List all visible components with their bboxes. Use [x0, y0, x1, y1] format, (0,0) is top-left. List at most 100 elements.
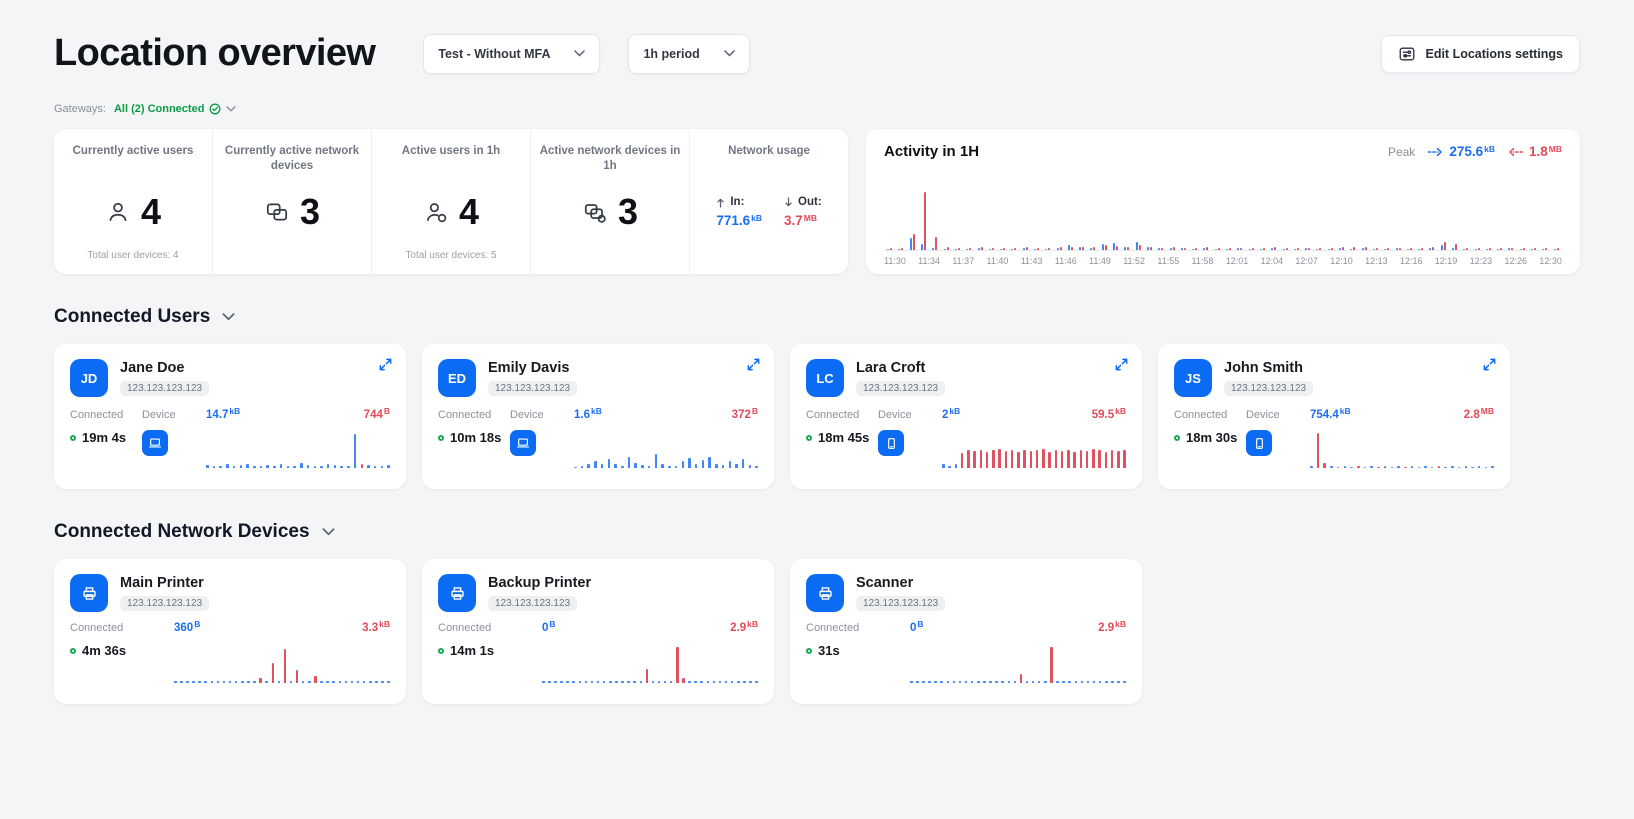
stat-label: Network usage — [728, 145, 810, 157]
ip-address: 123.123.123.123 — [856, 596, 946, 611]
user-card: ED Emily Davis 123.123.123.123 Connected… — [422, 344, 774, 489]
period-dropdown[interactable]: 1h period — [628, 33, 750, 74]
connected-duration: 18m 30s — [1186, 430, 1238, 445]
user-card: JS John Smith 123.123.123.123 Connected … — [1158, 344, 1510, 489]
out-traffic-unit: kB — [379, 619, 390, 629]
stats-card: Currently active users 4 Total user devi… — [54, 129, 848, 274]
device-name: Main Printer — [120, 575, 204, 591]
section-title: Connected Users — [54, 306, 211, 327]
out-traffic-value: 2.9 — [730, 622, 747, 634]
stat-network-usage: Network usage In: 771.6kB Out: — [690, 129, 848, 274]
status-dot — [70, 647, 76, 654]
stat-value: 4 — [458, 191, 480, 232]
chevron-down-icon[interactable] — [322, 528, 335, 536]
in-traffic-unit: B — [917, 619, 924, 629]
peak-out-value: 1.8 — [1528, 144, 1548, 159]
location-dropdown-value: Test - Without MFA — [438, 46, 551, 61]
user-card: LC Lara Croft 123.123.123.123 Connected … — [790, 344, 1142, 489]
device-name: Scanner — [856, 575, 914, 591]
stat-active-users-1h: Active users in 1h 4 Total user devices:… — [372, 129, 531, 274]
in-traffic-unit: B — [194, 619, 201, 629]
status-dot — [438, 434, 444, 441]
ip-address: 123.123.123.123 — [488, 596, 578, 611]
gateways-status-text: All (2) Connected — [113, 103, 205, 115]
edit-locations-label: Edit Locations settings — [1425, 46, 1563, 61]
out-traffic-value: 744 — [363, 409, 383, 421]
connected-duration: 31s — [818, 643, 840, 658]
edit-locations-button[interactable]: Edit Locations settings — [1381, 34, 1580, 73]
avatar: JS — [1174, 359, 1212, 397]
chevron-down-icon — [226, 106, 236, 112]
device-label: Device — [1246, 409, 1280, 421]
avatar: JD — [70, 359, 108, 397]
chevron-down-icon — [574, 50, 586, 57]
status-dot — [806, 434, 812, 441]
traffic-sparkline — [206, 424, 390, 468]
stat-label: Currently active users — [72, 145, 194, 157]
network-device-card: Scanner 123.123.123.123 Connected 31s 0B… — [790, 559, 1142, 704]
out-traffic-unit: B — [751, 406, 758, 416]
connected-devices-row: Main Printer 123.123.123.123 Connected 4… — [54, 559, 1580, 704]
status-dot — [70, 434, 76, 441]
activity-chart — [884, 166, 1562, 251]
in-traffic-unit: kB — [229, 406, 241, 416]
stat-currently-active-network-devices: Currently active network devices 3 — [213, 129, 372, 274]
usage-in-label: In: — [730, 196, 745, 208]
in-traffic-unit: kB — [591, 406, 602, 416]
status-dot — [438, 647, 444, 654]
expand-icon[interactable] — [378, 357, 393, 372]
stat-footer: Total user devices: 5 — [405, 250, 497, 261]
usage-in-value: 771.6 — [716, 213, 751, 228]
gateways-row: Gateways: All (2) Connected — [54, 103, 1580, 115]
out-traffic-unit: MB — [1480, 406, 1494, 416]
device-label: Device — [510, 409, 544, 421]
expand-icon[interactable] — [1482, 357, 1497, 372]
smartphone-icon — [1246, 430, 1272, 456]
connected-duration: 4m 36s — [82, 643, 127, 658]
out-traffic-value: 3.3 — [362, 622, 379, 634]
usage-out-unit: MB — [803, 213, 818, 223]
in-traffic-value: 2 — [942, 409, 949, 421]
connected-label: Connected — [438, 622, 492, 634]
stat-currently-active-users: Currently active users 4 Total user devi… — [54, 129, 213, 274]
smartphone-icon — [878, 430, 904, 456]
device-label: Device — [142, 409, 176, 421]
stats-row: Currently active users 4 Total user devi… — [54, 129, 1580, 274]
peak-out: 1.8MB — [1507, 144, 1562, 159]
peak-in-value: 275.6 — [1449, 144, 1484, 159]
in-traffic-unit: kB — [1339, 406, 1351, 416]
chevron-down-icon[interactable] — [222, 313, 235, 321]
ip-address: 123.123.123.123 — [120, 596, 210, 611]
in-traffic-value: 754.4 — [1310, 409, 1339, 421]
connected-label: Connected — [70, 409, 124, 421]
ip-address: 123.123.123.123 — [856, 381, 946, 396]
traffic-sparkline — [574, 424, 758, 468]
usage-in: In: 771.6kB — [716, 196, 762, 228]
arrow-down-icon — [784, 196, 793, 208]
status-check-icon — [209, 103, 221, 115]
connected-label: Connected — [806, 622, 860, 634]
traffic-sparkline — [542, 635, 758, 683]
traffic-sparkline — [910, 635, 1126, 683]
user-name: John Smith — [1224, 360, 1303, 376]
avatar: ED — [438, 359, 476, 397]
device-label: Device — [878, 409, 912, 421]
expand-icon[interactable] — [1114, 357, 1129, 372]
user-name: Emily Davis — [488, 360, 570, 376]
user-card: JD Jane Doe 123.123.123.123 Connected 19… — [54, 344, 406, 489]
stat-label: Currently active network devices — [224, 145, 360, 172]
laptop-icon — [510, 430, 536, 456]
usage-out: Out: 3.7MB — [784, 196, 822, 228]
usage-out-value: 3.7 — [784, 213, 803, 228]
out-traffic-unit: kB — [1115, 619, 1126, 629]
connected-duration: 14m 1s — [450, 643, 495, 658]
ip-address: 123.123.123.123 — [1224, 381, 1314, 396]
connected-users-header: Connected Users — [54, 306, 1580, 328]
out-traffic-value: 59.5 — [1091, 409, 1115, 421]
activity-peak: Peak 275.6kB 1.8MB — [1388, 144, 1562, 159]
location-dropdown[interactable]: Test - Without MFA — [423, 33, 601, 74]
expand-icon[interactable] — [746, 357, 761, 372]
activity-x-axis: 11:30 11:34 11:37 11:40 11:43 11:46 11:49 11:52… — [884, 256, 1562, 266]
stat-value: 4 — [140, 191, 162, 232]
gateways-status[interactable]: All (2) Connected — [114, 103, 236, 115]
